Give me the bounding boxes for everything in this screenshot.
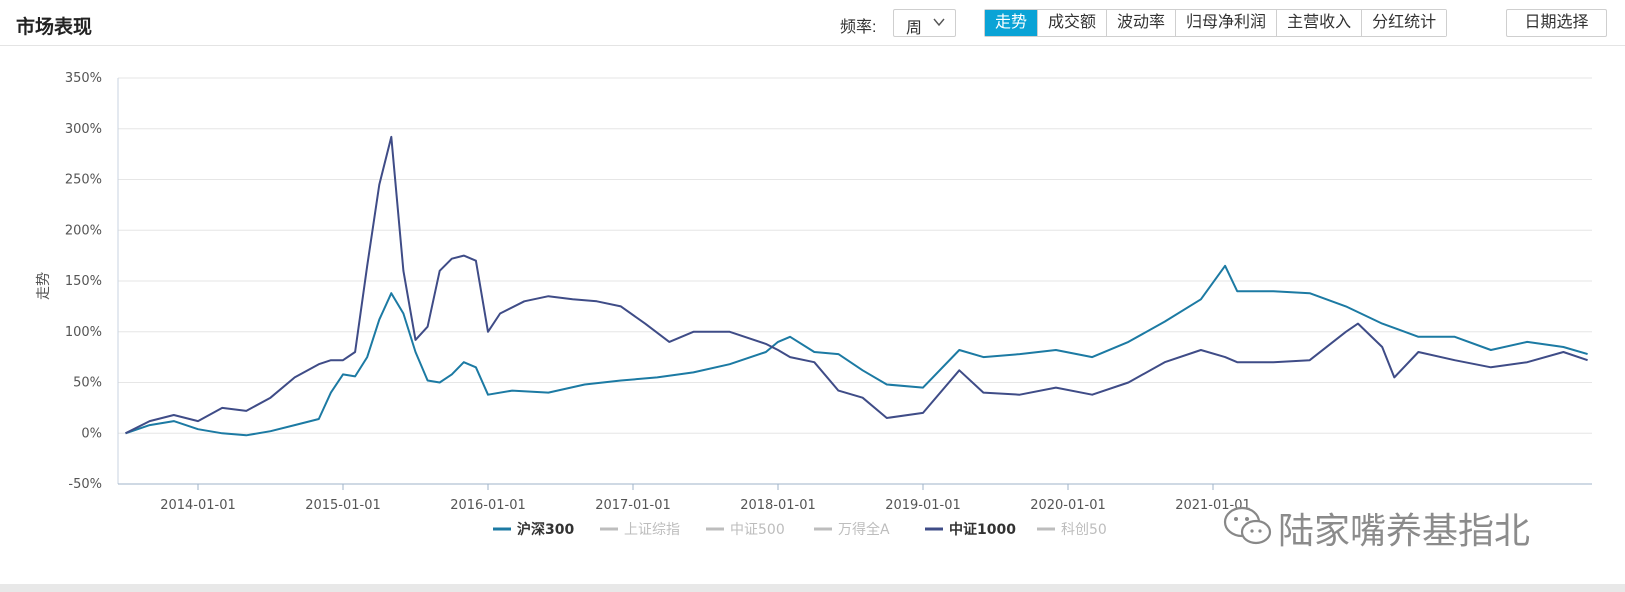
x-axis-ticks: 2014-01-01 2015-01-01 2016-01-01 2017-01-01…: [160, 484, 1251, 513]
y-tick-label: 300%: [65, 122, 102, 137]
x-tick-label: 2018-01-01: [740, 498, 816, 513]
chevron-down-icon: [933, 18, 945, 27]
watermark: 陆家嘴养基指北: [1222, 500, 1622, 552]
x-tick-label: 2019-01-01: [885, 498, 961, 513]
y-tick-label: 100%: [65, 325, 102, 340]
frequency-select[interactable]: 周: [893, 9, 956, 37]
y-tick-label: 350%: [65, 71, 102, 86]
frequency-label: 频率:: [840, 19, 877, 36]
wechat-icon: [1223, 506, 1272, 545]
date-select-button[interactable]: 日期选择: [1506, 9, 1607, 37]
tab-revenue[interactable]: 主营收入: [1276, 10, 1362, 36]
y-tick-label: 0%: [81, 426, 102, 441]
frequency-value: 周: [906, 20, 923, 37]
y-tick-label: 50%: [73, 376, 102, 391]
y-tick-label: -50%: [68, 477, 102, 492]
tab-dividend[interactable]: 分红统计: [1361, 10, 1447, 36]
x-tick-label: 2014-01-01: [160, 498, 236, 513]
legend-item[interactable]: 上证综指: [624, 522, 680, 538]
panel-header: 市场表现 频率: 周 走势 成交额 波动率 归母净利润 主营收入 分红统计 日期…: [0, 0, 1625, 46]
y-axis-ticks: 350% 300% 250% 200% 150% 100% 50% 0% -50%: [65, 71, 102, 492]
legend: 沪深300 上证综指 中证500 万得全A 中证1000 科创50: [493, 521, 1107, 538]
tab-volatility[interactable]: 波动率: [1106, 10, 1176, 36]
grid-lines: [117, 77, 1592, 485]
legend-item[interactable]: 万得全A: [838, 521, 890, 538]
x-tick-label: 2015-01-01: [305, 498, 381, 513]
x-tick-label: 2021-01-01: [1175, 498, 1251, 513]
x-tick-label: 2020-01-01: [1030, 498, 1106, 513]
trend-chart: 350% 300% 250% 200% 150% 100% 50% 0% -50% 2014-0…: [36, 71, 1592, 538]
legend-item[interactable]: 中证1000: [949, 521, 1016, 538]
legend-item[interactable]: 中证500: [730, 522, 785, 538]
legend-item[interactable]: 沪深300: [517, 521, 574, 538]
tab-net-profit[interactable]: 归母净利润: [1175, 10, 1277, 36]
x-tick-label: 2017-01-01: [595, 498, 671, 513]
tab-trend[interactable]: 走势: [985, 10, 1038, 36]
y-tick-label: 200%: [65, 223, 102, 238]
x-tick-label: 2016-01-01: [450, 498, 526, 513]
y-tick-label: 150%: [65, 274, 102, 289]
y-axis-label: 走势: [36, 272, 52, 300]
tab-turnover[interactable]: 成交额: [1037, 10, 1107, 36]
series-lines: [125, 135, 1588, 437]
series-line-zz1000: [125, 135, 1588, 435]
bottom-bar: [0, 584, 1625, 592]
legend-item[interactable]: 科创50: [1061, 522, 1107, 538]
watermark-text: 陆家嘴养基指北: [1278, 511, 1531, 552]
series-line-hs300: [125, 264, 1588, 437]
y-tick-label: 250%: [65, 173, 102, 188]
panel-title: 市场表现: [16, 17, 93, 38]
metric-tabs: 走势 成交额 波动率 归母净利润 主营收入 分红统计: [984, 9, 1448, 37]
